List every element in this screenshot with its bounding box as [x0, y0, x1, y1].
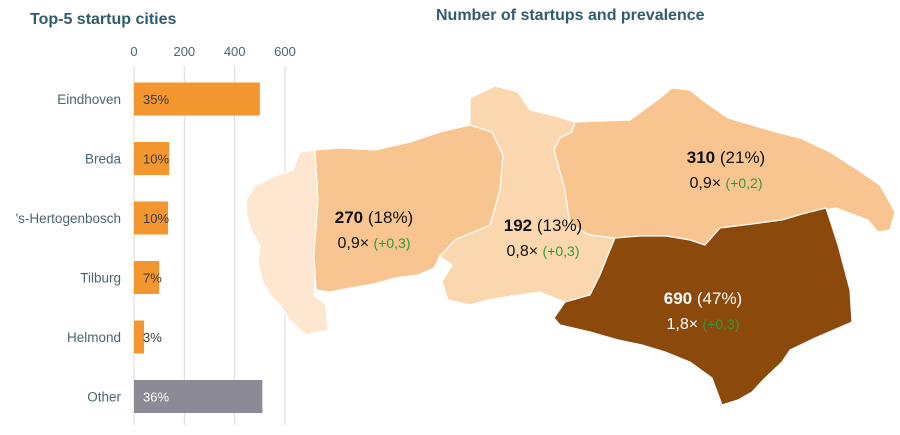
region-ratio: 0,8×: [506, 243, 538, 260]
x-tick-label: 400: [224, 44, 246, 59]
bar[interactable]: [134, 320, 145, 354]
bar-data-label: 3%: [143, 330, 162, 345]
region-ratio: 0,9×: [337, 235, 369, 252]
region-south-east[interactable]: [553, 207, 853, 406]
bar[interactable]: [134, 261, 160, 294]
bar-data-label: 35%: [143, 92, 169, 107]
bar-data-label: 10%: [143, 211, 169, 226]
bar-chart-title: Top-5 startup cities: [30, 11, 177, 28]
region-count: 192: [504, 216, 532, 235]
region-ratio: 0,9×: [689, 175, 721, 192]
category-label: 's-Hertogenbosch: [16, 211, 121, 226]
region-map: 270 (18%) 0,9× (+0,3) 192 (13%) 0,8× (+0…: [245, 85, 896, 406]
region-ratio: 1,8×: [666, 316, 698, 333]
region-delta: (+0,2): [726, 175, 763, 191]
svg-text:192 (13%): 192 (13%): [504, 216, 582, 235]
bar[interactable]: [134, 142, 170, 175]
region-share: (18%): [368, 208, 413, 227]
category-label: Helmond: [67, 330, 121, 345]
svg-text:0,8× (+0,3): 0,8× (+0,3): [506, 243, 579, 260]
category-label: Tilburg: [80, 271, 121, 286]
svg-text:690 (47%): 690 (47%): [664, 289, 742, 308]
svg-text:310 (21%): 310 (21%): [687, 148, 765, 167]
region-label-west-central: 270 (18%) 0,9× (+0,3): [335, 208, 413, 252]
x-tick-label: 0: [130, 44, 137, 59]
region-share: (47%): [697, 289, 742, 308]
region-delta: (+0,3): [703, 316, 740, 332]
region-share: (13%): [537, 216, 582, 235]
region-label-north-east: 310 (21%) 0,9× (+0,2): [687, 148, 765, 192]
region-label-central: 192 (13%) 0,8× (+0,3): [504, 216, 582, 260]
category-label: Other: [87, 390, 121, 405]
bar-data-label: 10%: [143, 152, 169, 167]
category-label: Breda: [85, 152, 122, 167]
region-count: 690: [664, 289, 692, 308]
map-title: Number of startups and prevalence: [436, 7, 705, 24]
x-tick-label: 600: [274, 44, 296, 59]
region-delta: (+0,3): [374, 235, 411, 251]
region-share: (21%): [720, 148, 765, 167]
region-delta: (+0,3): [543, 243, 580, 259]
bar[interactable]: [134, 82, 260, 116]
svg-text:0,9× (+0,2): 0,9× (+0,2): [689, 175, 762, 192]
x-tick-label: 200: [173, 44, 195, 59]
region-count: 270: [335, 208, 363, 227]
svg-text:0,9× (+0,3): 0,9× (+0,3): [337, 235, 410, 252]
bar-data-label: 36%: [143, 390, 169, 405]
region-label-south-east: 690 (47%) 1,8× (+0,3): [664, 289, 742, 333]
svg-text:1,8× (+0,3): 1,8× (+0,3): [666, 316, 739, 333]
bar-data-label: 7%: [143, 271, 162, 286]
bar[interactable]: [134, 201, 168, 235]
svg-text:270 (18%): 270 (18%): [335, 208, 413, 227]
category-label: Eindhoven: [57, 92, 121, 107]
region-count: 310: [687, 148, 715, 167]
bar[interactable]: [134, 380, 263, 413]
